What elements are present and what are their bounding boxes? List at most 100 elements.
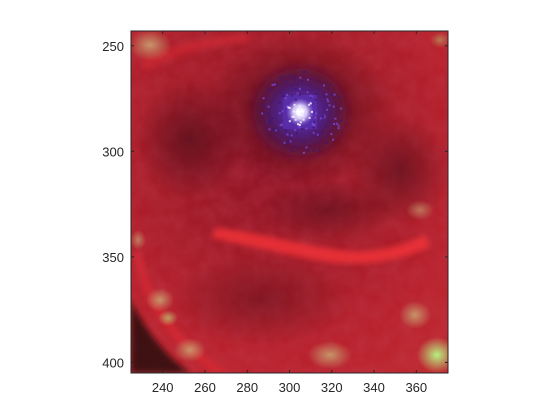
dark-lobe [260, 180, 400, 240]
speckle [272, 84, 274, 86]
tan-blotch [128, 29, 172, 61]
speckle [298, 106, 300, 108]
speckle [315, 113, 317, 115]
speckle [306, 128, 308, 130]
speckle [333, 106, 335, 108]
speckle [269, 119, 271, 121]
speckle [268, 116, 270, 118]
speckle [279, 112, 281, 114]
speckle [283, 95, 285, 97]
speckle [300, 121, 302, 123]
speckle [262, 104, 264, 106]
speckle [293, 110, 295, 112]
speckle [291, 95, 293, 97]
speckle [286, 81, 288, 83]
speckle [297, 93, 299, 95]
speckle [315, 99, 317, 101]
speckle [280, 92, 282, 94]
speckle [303, 119, 305, 121]
speckle [291, 150, 293, 152]
speckle [280, 124, 282, 126]
speckle [313, 121, 315, 123]
x-tick-label: 280 [236, 380, 258, 395]
speckle [295, 99, 297, 101]
speckle [303, 140, 305, 142]
speckle [313, 132, 315, 134]
speckle [285, 129, 287, 131]
speckle [282, 76, 284, 78]
speckle [303, 71, 305, 73]
speckle [294, 145, 296, 147]
tan-blotch [146, 288, 174, 312]
speckle [338, 127, 340, 129]
speckle [307, 150, 309, 152]
speckle [318, 150, 320, 152]
speckle [286, 94, 288, 96]
speckle [336, 123, 338, 125]
speckle [272, 118, 274, 120]
dark-lobe [170, 255, 350, 345]
speckle [329, 104, 331, 106]
speckle [269, 88, 271, 90]
tan-blotch [399, 301, 431, 329]
x-tick-label: 320 [321, 380, 343, 395]
green-blotch [158, 310, 178, 326]
speckle [311, 96, 313, 98]
speckle [301, 80, 303, 82]
x-tick-label: 300 [279, 380, 301, 395]
y-tick-label: 400 [102, 355, 124, 370]
speckle [293, 75, 295, 77]
speckle [299, 94, 301, 96]
speckle [297, 83, 299, 85]
speckle [284, 142, 286, 144]
x-tick-label: 340 [363, 380, 385, 395]
tan-blotch [406, 200, 434, 220]
speckle [280, 77, 282, 79]
speckle [316, 93, 318, 95]
speckle [333, 123, 335, 125]
speckle [323, 85, 325, 87]
speckle [320, 117, 322, 119]
speckle [287, 134, 289, 136]
speckle [299, 124, 301, 126]
x-tick-label: 260 [194, 380, 216, 395]
speckle [310, 95, 312, 97]
speckle [308, 104, 310, 106]
image-region [128, 29, 457, 373]
speckle [274, 84, 276, 86]
speckle [334, 94, 336, 96]
tan-blotch [174, 338, 206, 362]
speckle [261, 113, 263, 115]
speckle [338, 125, 340, 127]
speckle [300, 113, 302, 115]
speckle [291, 134, 293, 136]
speckle [327, 100, 329, 102]
speckle [282, 110, 284, 112]
speckle [299, 77, 301, 79]
dark-lobe [135, 80, 245, 200]
speckle [295, 88, 297, 90]
speckle [317, 134, 319, 136]
speckle [279, 102, 281, 104]
speckle [300, 109, 302, 111]
speckle [332, 139, 334, 141]
speckle [326, 109, 328, 111]
speckle [273, 129, 275, 131]
speckle [299, 88, 301, 90]
y-tick-label: 350 [102, 250, 124, 265]
x-tick-label: 240 [152, 380, 174, 395]
speckle [313, 149, 315, 151]
speckle [329, 122, 331, 124]
speckle [294, 79, 296, 81]
speckle [299, 126, 301, 128]
speckle [307, 91, 309, 93]
speckle [267, 112, 269, 114]
tan-blotch [130, 230, 146, 250]
speckle [314, 117, 316, 119]
speckle [295, 119, 297, 121]
speckle [263, 97, 265, 99]
speckle [269, 121, 271, 123]
speckle [330, 94, 332, 96]
speckle [306, 146, 308, 148]
